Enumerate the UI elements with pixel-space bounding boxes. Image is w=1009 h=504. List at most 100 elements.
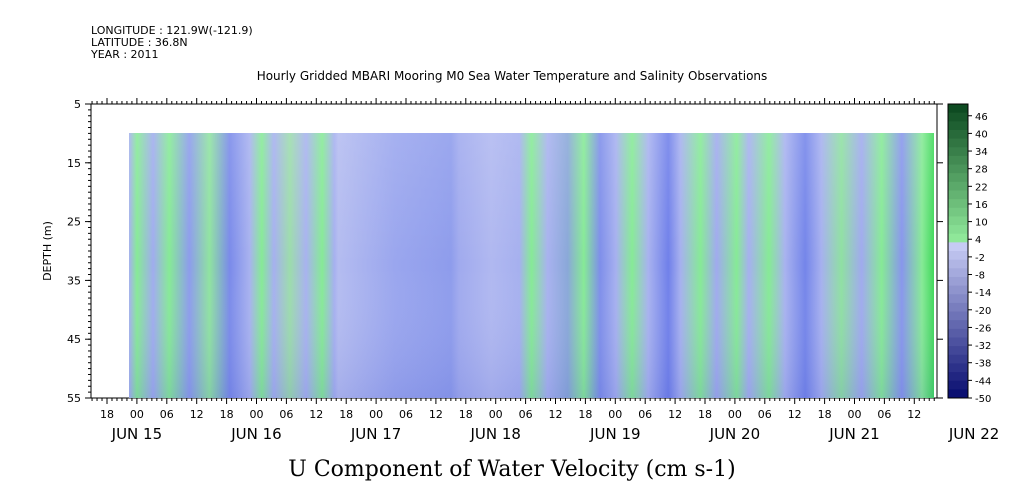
colorbar-label: 40 [975,129,988,140]
x-hour-label: 06 [279,408,293,421]
colorbar-segment [948,233,968,243]
x-hour-label: 00 [250,408,264,421]
colorbar-segment [948,320,968,330]
x-date-labels: JUN 15 JUN 16 JUN 17 JUN 18 JUN 19 JUN 20 JUN … [111,425,1000,443]
colorbar-label: 16 [975,200,988,211]
x-hour-label: 12 [549,408,563,421]
colorbar-segment [948,354,968,364]
colorbar-label: 4 [975,235,981,246]
x-hour-label: 12 [309,408,323,421]
x-hour-labels: 18 00 06 12 18 00 06 12 18 00 06 12 18 00 06 12 18 00 06 12… [100,408,921,421]
x-hour-label: 18 [339,408,353,421]
colorbar-segment [948,363,968,373]
y-tick-label: 55 [67,392,81,405]
x-date-label: JUN 22 [948,425,999,443]
x-hour-label: 12 [668,408,682,421]
chart-title: Hourly Gridded MBARI Mooring M0 Sea Wate… [257,69,768,83]
colorbar-segment [948,268,968,278]
colorbar-segment [948,181,968,191]
colorbar-label: 10 [975,218,988,229]
x-hour-label: 00 [728,408,742,421]
colorbar-segment [948,276,968,287]
x-hour-label: 06 [758,408,772,421]
x-hour-label: 12 [788,408,802,421]
longitude-label: LONGITUDE : 121.9W(-121.9) [91,24,253,37]
colorbar: 46 40 34 28 22 16 10 4 -2 -8 -14 -20 -26 -32 -38 -44 -50 [947,103,991,405]
colorbar-frame [947,103,969,399]
colorbar-segment [948,285,968,295]
x-axis [91,98,935,404]
colorbar-segment [948,104,968,114]
x-hour-label: 00 [369,408,383,421]
colorbar-segment [948,251,968,261]
x-hour-label: 18 [220,408,234,421]
x-hour-label: 12 [429,408,443,421]
x-date-label: JUN 21 [828,425,879,443]
colorbar-segment [948,311,968,321]
colorbar-segment [948,207,968,217]
colorbar-label: -26 [975,323,991,334]
colorbar-segment [948,129,968,140]
year-label: YEAR : 2011 [91,48,159,61]
x-date-label: JUN 18 [469,425,520,443]
colorbar-segment [948,242,968,252]
colorbar-label: -2 [975,253,985,264]
colorbar-segment [948,216,968,226]
x-hour-label: 18 [100,408,114,421]
colorbar-segment [948,372,968,382]
colorbar-label: 46 [975,112,988,123]
colorbar-label: -32 [975,341,991,352]
colorbar-segment [948,337,968,347]
colorbar-segment [948,294,968,304]
y-tick-label: 25 [67,216,81,229]
x-hour-label: 06 [160,408,174,421]
x-hour-label: 00 [608,408,622,421]
colorbar-label: 22 [975,182,988,193]
colorbar-segment [948,190,968,200]
colorbar-segment [948,164,968,174]
x-hour-label: 12 [190,408,204,421]
colorbar-segment [948,112,968,122]
y-axis: 5 15 25 35 45 55 [67,98,943,405]
y-tick-label: 35 [67,274,81,287]
colorbar-segment [948,389,968,399]
latitude-label: LATITUDE : 36.8N [91,36,188,49]
colorbar-segment [948,155,968,166]
colorbar-segment [948,302,968,313]
colorbar-label: -38 [975,359,991,370]
x-hour-label: 06 [877,408,891,421]
colorbar-label: 28 [975,165,988,176]
y-tick-label: 45 [67,333,81,346]
x-hour-label: 00 [848,408,862,421]
colorbar-segment [948,380,968,390]
x-hour-label: 18 [818,408,832,421]
x-hour-label: 18 [578,408,592,421]
colorbar-segment [948,173,968,183]
colorbar-label: -14 [975,288,991,299]
colorbar-label: -20 [975,306,991,317]
x-hour-label: 06 [399,408,413,421]
colorbar-label: 34 [975,147,988,158]
x-hour-label: 18 [459,408,473,421]
colorbar-segment [948,259,968,269]
y-tick-label: 5 [74,98,81,111]
colorbar-label: -8 [975,271,985,282]
colorbar-segment [948,346,968,356]
x-hour-label: 18 [698,408,712,421]
x-date-label: JUN 20 [709,425,760,443]
x-hour-label: 00 [489,408,503,421]
depth-shading [129,133,934,398]
y-tick-label: 15 [67,157,81,170]
x-hour-label: 06 [519,408,533,421]
x-date-label: JUN 16 [230,425,281,443]
colorbar-segment [948,199,968,209]
x-date-label: JUN 19 [589,425,640,443]
colorbar-segment [948,138,968,148]
colorbar-label: -50 [975,394,991,405]
x-hour-label: 06 [638,408,652,421]
y-axis-label: DEPTH (m) [41,221,54,281]
colorbar-segment [948,147,968,157]
x-date-label: JUN 17 [350,425,401,443]
x-hour-label: 12 [907,408,921,421]
